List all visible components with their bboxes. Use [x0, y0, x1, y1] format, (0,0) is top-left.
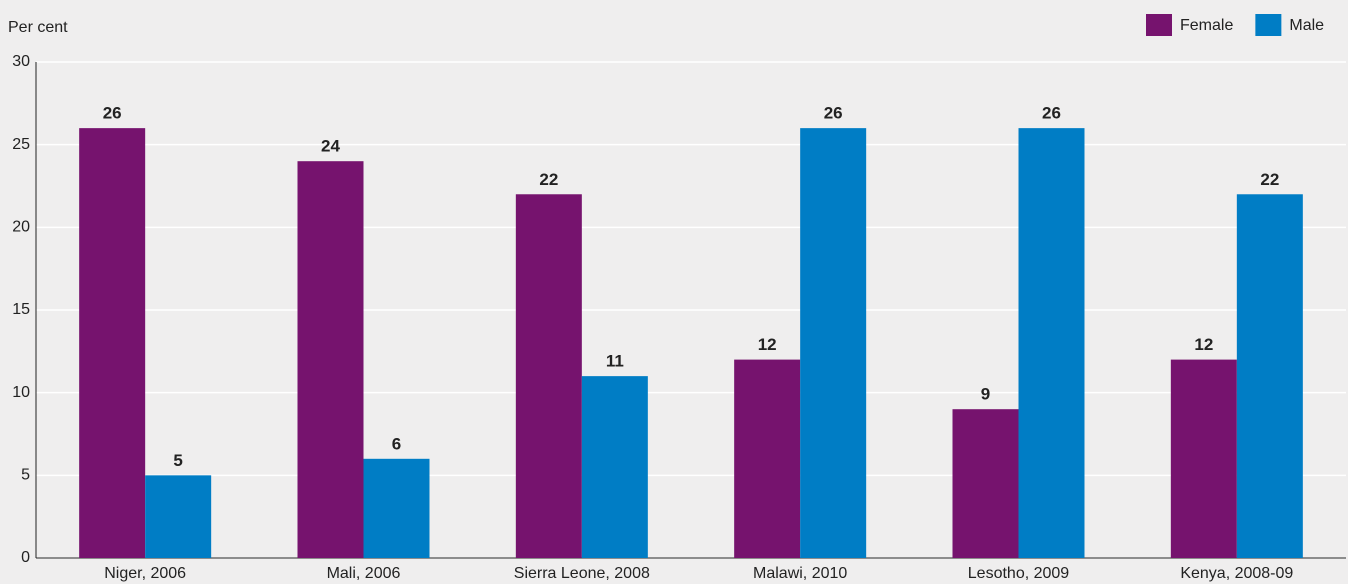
y-tick-label: 30 — [12, 53, 30, 70]
value-label: 22 — [539, 170, 558, 189]
value-label: 11 — [606, 352, 624, 371]
y-tick-label: 25 — [12, 136, 30, 153]
value-label: 26 — [824, 104, 843, 123]
x-tick-label: Malawi, 2010 — [753, 565, 847, 582]
y-tick-label: 0 — [21, 549, 30, 566]
value-label: 12 — [758, 335, 777, 354]
bar — [79, 128, 146, 558]
x-tick-label: Mali, 2006 — [327, 565, 401, 582]
legend-swatch — [1146, 14, 1172, 36]
bar — [952, 409, 1019, 558]
bar — [1170, 359, 1237, 558]
value-label: 22 — [1260, 170, 1279, 189]
y-tick-label: 5 — [21, 467, 30, 484]
value-label: 5 — [173, 451, 182, 470]
bar — [734, 359, 801, 558]
x-tick-label: Niger, 2006 — [104, 565, 186, 582]
bar — [145, 475, 212, 558]
value-label: 26 — [1042, 104, 1061, 123]
value-label: 24 — [321, 137, 340, 156]
value-label: 12 — [1194, 335, 1213, 354]
y-tick-label: 20 — [12, 219, 30, 236]
x-tick-label: Lesotho, 2009 — [968, 565, 1070, 582]
value-label: 6 — [392, 434, 401, 453]
value-label: 9 — [981, 385, 990, 404]
y-tick-label: 10 — [12, 384, 30, 401]
legend-swatch — [1255, 14, 1282, 36]
bar — [1018, 128, 1085, 558]
x-tick-label: Sierra Leone, 2008 — [514, 565, 650, 582]
bar — [800, 128, 867, 558]
bar — [1236, 194, 1303, 558]
y-axis-label: Per cent — [8, 19, 68, 36]
y-tick-label: 15 — [12, 301, 30, 318]
value-label: 26 — [103, 104, 122, 123]
bar — [297, 161, 364, 558]
legend-label: Female — [1180, 17, 1233, 34]
x-tick-label: Kenya, 2008-09 — [1180, 565, 1293, 582]
bar — [515, 194, 582, 558]
bar — [581, 376, 648, 558]
bar — [363, 458, 430, 558]
legend-label: Male — [1289, 17, 1324, 34]
